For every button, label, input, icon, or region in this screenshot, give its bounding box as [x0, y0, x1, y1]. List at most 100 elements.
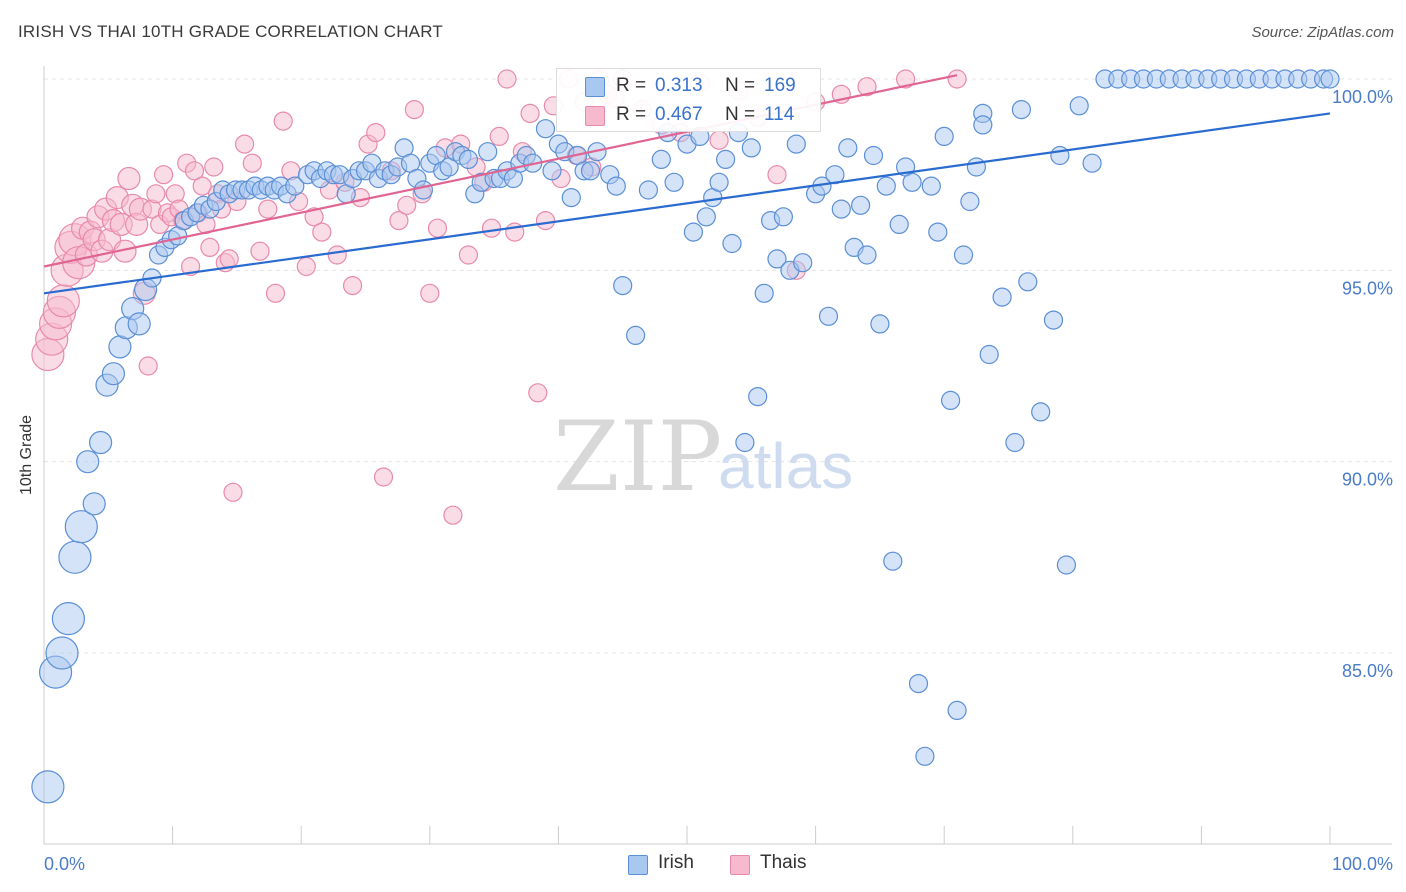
irish-point [992, 287, 1012, 307]
irish-point [915, 746, 935, 766]
irish-point [973, 115, 993, 135]
thai-swatch [585, 106, 605, 126]
y-tick-label: 85.0% [1342, 661, 1393, 681]
thais-point [767, 165, 787, 185]
irish-points [31, 69, 1340, 804]
thais-point [389, 211, 409, 231]
thais-point [481, 218, 502, 238]
thais-point [520, 103, 540, 124]
irish-point [45, 636, 79, 670]
thais-point [528, 383, 548, 403]
thais-point [242, 153, 262, 173]
gridlines [44, 78, 1392, 654]
thais-point [184, 161, 205, 181]
irish-point [535, 119, 556, 139]
irish-point [863, 145, 884, 166]
thais-point [397, 195, 417, 215]
thais-legend-swatch [730, 855, 750, 875]
irish-point [889, 214, 909, 234]
thais-point [181, 256, 201, 277]
irish-point [947, 700, 967, 721]
irish-point [966, 157, 987, 177]
irish-point [1018, 272, 1038, 292]
stats-legend: R = 0.313 N = 169 R = 0.467 N = 114 [556, 68, 821, 132]
y-tick-label: 100.0% [1332, 87, 1393, 107]
irish-point [870, 314, 890, 334]
thais-point [138, 356, 158, 376]
irish-point [1320, 69, 1340, 89]
thais-point [420, 283, 440, 303]
irish-point [709, 172, 729, 192]
irish-point [934, 126, 954, 146]
axes [43, 66, 1392, 845]
irish-point [76, 450, 100, 474]
thais-point [296, 256, 316, 277]
thais-point [273, 111, 293, 131]
irish-point [31, 770, 65, 804]
irish-point [715, 149, 736, 169]
irish-point [696, 207, 716, 227]
thais-point [250, 241, 270, 261]
legend-n-value: 114 [764, 104, 795, 125]
thais-point [895, 69, 916, 89]
legend-r-value: 0.467 [655, 104, 703, 125]
y-tick-label: 90.0% [1342, 470, 1393, 490]
thais-point [327, 245, 347, 265]
irish-point [722, 233, 742, 254]
thais-point [265, 283, 286, 303]
irish-point [664, 172, 684, 192]
irish-point [979, 344, 999, 365]
irish-point [928, 222, 948, 242]
irish-point [741, 138, 761, 158]
irish-trend-line [43, 112, 1331, 295]
irish-point [413, 180, 433, 200]
thais-point [497, 69, 517, 89]
irish-legend-swatch [628, 855, 648, 875]
irish-point [857, 245, 877, 265]
irish-swatch [585, 77, 605, 97]
irish-point [831, 199, 851, 219]
irish-point [542, 161, 562, 181]
irish-point [838, 138, 858, 158]
irish-point [953, 245, 974, 265]
thais-point [219, 249, 239, 269]
irish-point [580, 161, 601, 181]
irish-point [1011, 99, 1032, 120]
thais-point [223, 482, 243, 502]
x-tick-label-max: 100.0% [1332, 854, 1393, 874]
irish-point [51, 601, 86, 636]
irish-point [908, 673, 929, 694]
irish-point [127, 312, 151, 336]
thais-point [146, 184, 166, 204]
irish-point [478, 142, 498, 162]
irish-point [773, 207, 794, 227]
y-tick-label: 95.0% [1342, 278, 1393, 298]
irish-point [767, 249, 787, 269]
thais-point [117, 166, 141, 191]
irish-point [285, 176, 305, 196]
irish-point [748, 387, 768, 407]
irish-point [683, 222, 704, 242]
irish-point [876, 176, 896, 196]
legend-label-thais: Thais [760, 852, 807, 873]
irish-point [1056, 555, 1077, 575]
legend-r-key: R = [616, 75, 647, 96]
legend-n-key: N = [725, 75, 756, 96]
thais-point [458, 245, 478, 265]
legend-r-key: R = [616, 104, 647, 125]
irish-point [735, 432, 755, 453]
thais-point [304, 207, 324, 227]
irish-point [883, 551, 903, 571]
thais-point [404, 99, 424, 120]
legend-r-value: 0.313 [655, 75, 703, 96]
watermark: ZIP atlas [553, 401, 853, 513]
irish-point [606, 176, 626, 196]
watermark-zip: ZIP [553, 401, 722, 513]
irish-point [1050, 145, 1070, 166]
thais-point [427, 218, 448, 238]
thais-point [343, 276, 363, 296]
chart-title: IRISH VS THAI 10TH GRADE CORRELATION CHA… [18, 22, 443, 41]
irish-point [561, 188, 581, 208]
thais-point [947, 69, 967, 89]
